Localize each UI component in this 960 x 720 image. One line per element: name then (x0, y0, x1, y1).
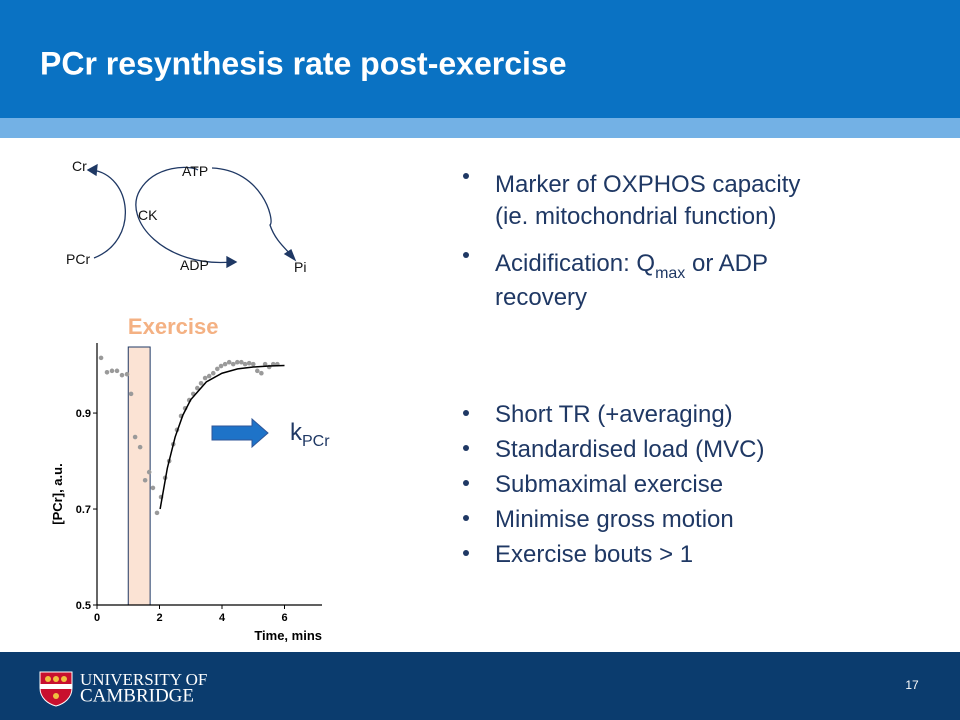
bullet-text: Standardised load (MVC) (495, 436, 764, 463)
header-stripe (0, 118, 960, 138)
x-tick-label: 6 (281, 612, 287, 624)
data-point (137, 444, 143, 450)
x-tick-label: 2 (156, 612, 162, 624)
bullet-part: Acidification: Q (495, 250, 655, 277)
data-point (142, 477, 148, 483)
data-point (146, 469, 152, 475)
label-ck: CK (138, 207, 158, 223)
bullet-text: recovery (495, 284, 587, 311)
arrowhead (86, 163, 98, 177)
header-bar (0, 0, 960, 118)
label-atp: ATP (182, 163, 208, 179)
bullet-text: Exercise bouts > 1 (495, 541, 693, 568)
university-name: CAMBRIDGE (80, 685, 194, 706)
arc-atp-pi (211, 167, 293, 257)
pcr-chart: Exercise 0.5 0.7 0.9 0 2 4 6 Time, mins [PCr], a.… (50, 314, 322, 643)
x-tick-label: 4 (219, 612, 226, 624)
y-axis-label: [PCr], a.u. (50, 463, 65, 524)
slide-title: PCr resynthesis rate post-exercise (40, 45, 566, 81)
bullet (463, 445, 469, 451)
data-point (124, 371, 130, 377)
exercise-band (127, 346, 151, 606)
data-point (262, 361, 268, 367)
rate-main: k (290, 419, 303, 446)
bullet-part: or ADP (685, 250, 768, 277)
data-point (230, 361, 236, 367)
arrow (211, 417, 269, 449)
data-point (222, 361, 228, 367)
bullet-text: Minimise gross motion (495, 506, 734, 533)
university-name: UNIVERSITY OF (80, 670, 207, 689)
data-point (218, 363, 224, 369)
data-point (198, 381, 204, 386)
arc-adp-atp (135, 166, 233, 264)
label-pcr: PCr (66, 251, 90, 267)
data-point (246, 360, 252, 366)
bullet-sub: max (655, 265, 685, 282)
arrowhead (226, 255, 238, 269)
data-point (215, 366, 220, 372)
bullets: Marker of OXPHOS capacity (ie. mitochond… (463, 171, 800, 311)
label-cr: Cr (72, 158, 87, 174)
bullet (463, 173, 469, 179)
data-point (242, 361, 248, 367)
data-point (255, 368, 260, 374)
x-axis-label: Time, mins (254, 628, 322, 643)
data-point (114, 368, 120, 374)
crest (39, 671, 73, 707)
data-point (250, 361, 256, 367)
rate-label: kPCr (290, 419, 330, 450)
y-tick-label: 0.7 (76, 504, 91, 516)
bullet (463, 515, 469, 521)
data-point (128, 391, 134, 397)
bullet-text: Submaximal exercise (495, 471, 723, 498)
arrowhead (283, 249, 297, 262)
data-point (195, 385, 200, 391)
data-point (259, 370, 264, 376)
rate-sub: PCr (302, 433, 330, 450)
data-point (150, 485, 156, 491)
data-point (104, 369, 110, 375)
data-point (235, 359, 240, 365)
bullet (463, 550, 469, 556)
bullet-text: Short TR (+averaging) (495, 401, 733, 428)
data-point (210, 370, 216, 376)
y-tick-label: 0.9 (76, 408, 91, 420)
data-point (202, 375, 208, 381)
label-pi: Pi (294, 259, 306, 275)
annotation: Exercise (128, 314, 219, 339)
bullet (463, 252, 469, 258)
bullet-text: Marker of OXPHOS capacity (495, 171, 800, 198)
data-point (206, 373, 212, 379)
page-number: 17 (905, 678, 919, 692)
bullet (463, 480, 469, 486)
data-point (239, 359, 244, 365)
bullet-text: (ie. mitochondrial function) (495, 203, 776, 230)
x-tick-label: 0 (94, 612, 100, 624)
fit-line (159, 364, 285, 510)
data-point (98, 355, 104, 361)
bullet-text: Acidification: Qmax or ADP (495, 250, 768, 282)
data-point (226, 359, 232, 365)
data-point (154, 510, 160, 516)
bullet (463, 410, 469, 416)
data-point (109, 368, 115, 374)
reaction-diagram (86, 163, 297, 269)
y-tick-label: 0.5 (76, 600, 91, 612)
arc-cr-pcr (91, 169, 126, 259)
footer-bar (0, 652, 960, 720)
data-point (119, 372, 125, 378)
bullets: Short TR (+averaging) Standardised load (… (463, 401, 764, 568)
data-point (132, 434, 138, 440)
label-adp: ADP (180, 257, 209, 273)
